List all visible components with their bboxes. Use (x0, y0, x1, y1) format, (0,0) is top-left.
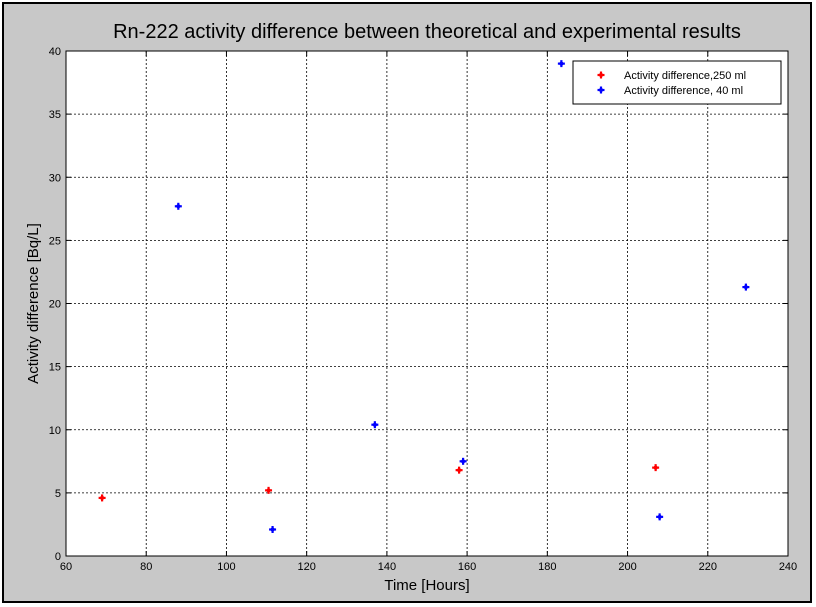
y-tick-label: 0 (55, 551, 61, 563)
chart-title: Rn-222 activity difference between theor… (113, 21, 741, 43)
axis-ticks: 60 80 100 120 140 160 180 200 220 240 0 5 10 15 20 25 30… (49, 46, 797, 573)
x-tick-label: 220 (699, 561, 717, 573)
data-point-series-0 (652, 464, 660, 472)
y-tick-label: 30 (49, 172, 61, 184)
x-tick-label: 140 (378, 561, 396, 573)
data-point-series-0 (265, 486, 273, 494)
data-point-series-1 (557, 60, 565, 68)
data-point-series-1 (371, 421, 379, 429)
x-tick-label: 240 (779, 561, 797, 573)
legend-entry-40ml: Activity difference, 40 ml (597, 85, 743, 97)
y-tick-label: 25 (49, 235, 61, 247)
data-point-series-1 (269, 525, 277, 533)
legend: Activity difference,250 ml Activity diff… (572, 60, 782, 105)
legend-marker-point (597, 86, 605, 94)
legend-box (572, 60, 782, 105)
x-tick-label: 160 (458, 561, 476, 573)
data-points (98, 60, 750, 533)
x-tick-label: 80 (140, 561, 152, 573)
legend-marker-40ml (597, 86, 605, 94)
legend-marker-250ml (597, 71, 605, 79)
y-tick-label: 40 (49, 46, 61, 58)
legend-label-40ml: Activity difference, 40 ml (624, 85, 743, 97)
legend-label-250ml: Activity difference,250 ml (624, 70, 746, 82)
y-tick-label: 35 (49, 109, 61, 121)
x-tick-label: 60 (60, 561, 72, 573)
x-tick-label: 120 (297, 561, 315, 573)
data-point-series-0 (455, 466, 463, 474)
data-point-series-1 (174, 202, 182, 210)
y-tick-label: 15 (49, 362, 61, 374)
data-point-series-1 (656, 513, 664, 521)
y-tick-label: 20 (49, 299, 61, 311)
x-axis-title: Time [Hours] (384, 577, 469, 594)
data-point-series-0 (98, 494, 106, 502)
y-axis-title: Activity difference [Bq/L] (25, 223, 42, 384)
legend-entry-250ml: Activity difference,250 ml (597, 70, 746, 82)
x-tick-label: 200 (618, 561, 636, 573)
y-tick-label: 5 (55, 488, 61, 500)
y-tick-label: 10 (49, 425, 61, 437)
x-tick-label: 100 (217, 561, 235, 573)
x-tick-label: 180 (538, 561, 556, 573)
data-point-series-1 (742, 283, 750, 291)
legend-marker-point (597, 71, 605, 79)
data-point-series-1 (459, 457, 467, 465)
grid (66, 51, 788, 556)
